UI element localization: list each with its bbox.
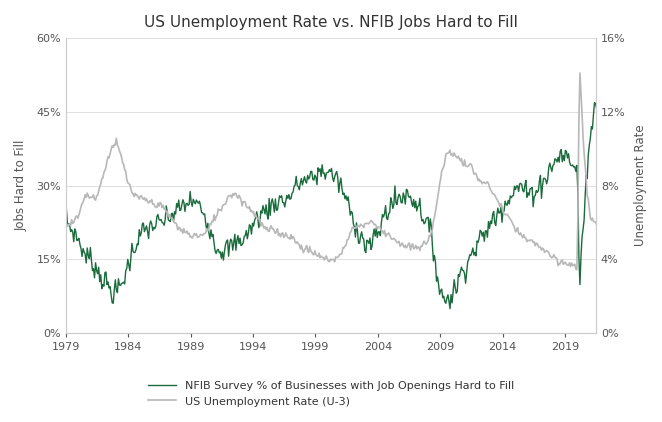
Line: NFIB Survey % of Businesses with Job Openings Hard to Fill: NFIB Survey % of Businesses with Job Ope… [66, 95, 602, 308]
NFIB Survey % of Businesses with Job Openings Hard to Fill [598, 100, 606, 105]
NFIB Survey % of Businesses with Job Openings Hard to Fill [316, 166, 324, 171]
US Unemployment Rate (U-3) [125, 181, 133, 186]
US Unemployment Rate (U-3) [357, 222, 365, 227]
NFIB Survey % of Businesses with Job Openings Hard to Fill [80, 249, 88, 254]
US Unemployment Rate (U-3) [573, 267, 581, 272]
Y-axis label: Unemployment Rate: Unemployment Rate [634, 125, 647, 246]
NFIB Survey % of Businesses with Job Openings Hard to Fill [244, 230, 252, 235]
US Unemployment Rate (U-3) [80, 197, 88, 202]
NFIB Survey % of Businesses with Job Openings Hard to Fill [125, 263, 133, 268]
Line: US Unemployment Rate (U-3): US Unemployment Rate (U-3) [66, 73, 602, 270]
Y-axis label: Jobs Hard to Fill: Jobs Hard to Fill [15, 140, 28, 231]
NFIB Survey % of Businesses with Job Openings Hard to Fill [446, 306, 454, 311]
US Unemployment Rate (U-3) [244, 206, 252, 211]
US Unemployment Rate (U-3) [598, 219, 606, 224]
US Unemployment Rate (U-3) [445, 150, 453, 155]
Legend: NFIB Survey % of Businesses with Job Openings Hard to Fill, US Unemployment Rate: NFIB Survey % of Businesses with Job Ope… [142, 375, 520, 412]
NFIB Survey % of Businesses with Job Openings Hard to Fill [596, 92, 604, 97]
NFIB Survey % of Businesses with Job Openings Hard to Fill [357, 233, 365, 238]
US Unemployment Rate (U-3) [576, 70, 584, 76]
US Unemployment Rate (U-3) [316, 255, 324, 260]
US Unemployment Rate (U-3) [62, 224, 70, 229]
NFIB Survey % of Businesses with Job Openings Hard to Fill [62, 208, 70, 213]
Title: US Unemployment Rate vs. NFIB Jobs Hard to Fill: US Unemployment Rate vs. NFIB Jobs Hard … [144, 15, 518, 30]
NFIB Survey % of Businesses with Job Openings Hard to Fill [445, 299, 453, 304]
